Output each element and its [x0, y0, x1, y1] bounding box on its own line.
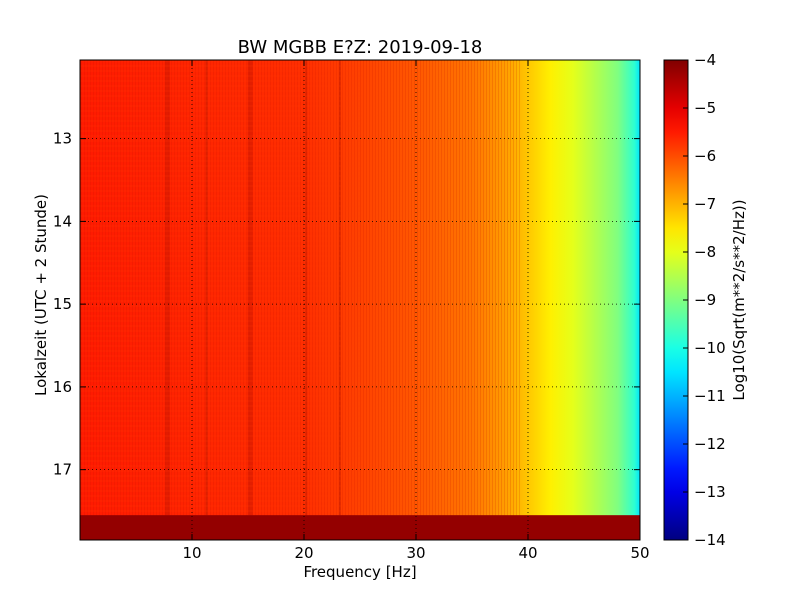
colorbar-tick-label: −9	[694, 291, 716, 309]
grid-lines	[80, 60, 640, 540]
plot-frame	[79, 59, 641, 541]
colorbar-tick-label: −10	[694, 339, 726, 357]
x-axis-ticks: 10 20 30 40 50	[182, 60, 650, 562]
colorbar-tick-label: −11	[694, 387, 726, 405]
colorbar-ticks: −4 −5 −6 −7 −8 −9 −10 −11 −12 −13 −14	[683, 51, 726, 549]
y-axis-label: Lokalzeit (UTC + 2 Stunde)	[32, 194, 50, 396]
x-tick-label: 30	[406, 544, 425, 562]
spectrogram-plot-area: 10 20 30 40 50 13 14 15 16 17	[53, 59, 650, 562]
colorbar-label: Log10(Sqrt(m**2/s**2/Hz))	[730, 199, 748, 400]
chart-title: BW MGBB E?Z: 2019-09-18	[238, 37, 483, 58]
x-tick-label: 50	[630, 544, 649, 562]
y-tick-label: 13	[53, 130, 72, 148]
data-gap-band	[80, 515, 640, 540]
colorbar-tick-label: −6	[694, 147, 716, 165]
colorbar-tick-label: −4	[694, 51, 716, 69]
horizontal-banding	[80, 60, 360, 516]
colorbar: −4 −5 −6 −7 −8 −9 −10 −11 −12 −13 −14	[663, 51, 726, 549]
y-tick-label: 15	[53, 295, 72, 313]
x-tick-label: 20	[294, 544, 313, 562]
x-tick-label: 40	[518, 544, 537, 562]
y-tick-label: 16	[53, 378, 72, 396]
colorbar-tick-label: −13	[694, 483, 726, 501]
colorbar-tick-label: −14	[694, 531, 726, 549]
x-axis-label: Frequency [Hz]	[303, 563, 416, 581]
colorbar-tick-label: −12	[694, 435, 726, 453]
y-tick-label: 14	[53, 212, 72, 230]
colorbar-tick-label: −5	[694, 99, 716, 117]
x-tick-label: 10	[182, 544, 201, 562]
y-tick-label: 17	[53, 461, 72, 479]
y-axis-ticks: 13 14 15 16 17	[53, 130, 640, 479]
colorbar-tick-label: −7	[694, 195, 716, 213]
colorbar-tick-label: −8	[694, 243, 716, 261]
spectral-lines	[80, 60, 360, 516]
